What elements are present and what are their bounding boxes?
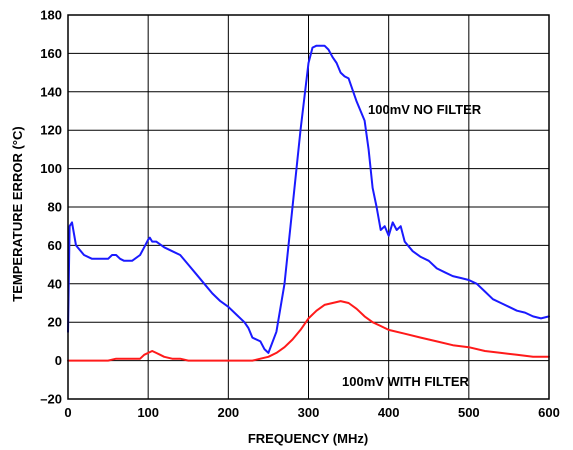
x-tick-label: 400 — [378, 405, 400, 420]
x-tick-label: 300 — [298, 405, 320, 420]
y-tick-label: 0 — [55, 353, 62, 368]
series-group — [67, 44, 550, 362]
y-tick-label: 180 — [40, 8, 62, 23]
grid — [67, 14, 550, 400]
y-tick-label: 120 — [40, 123, 62, 138]
series-line-with-filter — [67, 300, 550, 362]
x-tick-label: 0 — [64, 405, 71, 420]
series-line-no-filter — [67, 44, 550, 354]
x-tick-label: 200 — [217, 405, 239, 420]
y-tick-label: 80 — [48, 200, 62, 215]
y-tick-label: 20 — [48, 315, 62, 330]
x-tick-label: 600 — [538, 405, 560, 420]
x-tick-label: 500 — [458, 405, 480, 420]
annotation-with-filter: 100mV WITH FILTER — [342, 374, 469, 389]
y-tick-label: –20 — [40, 392, 62, 407]
y-axis-title: TEMPERATURE ERROR (°C) — [10, 126, 25, 301]
x-axis-title: FREQUENCY (MHz) — [248, 431, 368, 446]
annotation-no-filter: 100mV NO FILTER — [368, 102, 482, 117]
y-tick-label: 60 — [48, 238, 62, 253]
y-tick-label: 100 — [40, 161, 62, 176]
plot-frame — [67, 14, 550, 400]
y-tick-label: 160 — [40, 46, 62, 61]
x-tick-label: 100 — [137, 405, 159, 420]
y-tick-label: 40 — [48, 276, 62, 291]
y-tick-label: 140 — [40, 84, 62, 99]
